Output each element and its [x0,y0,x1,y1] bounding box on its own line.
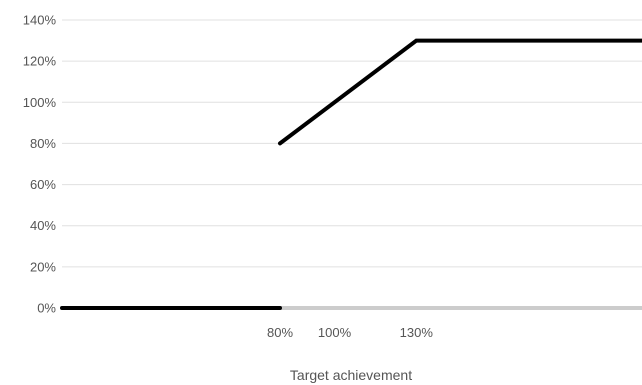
x-tick-label: 100% [318,325,352,340]
y-tick-label: 140% [23,13,57,28]
y-tick-label: 20% [30,259,56,274]
y-tick-label: 60% [30,177,56,192]
x-tick-label: 130% [400,325,434,340]
y-tick-labels: 0% 20% 40% 60% 80% 100% 120% 140% [23,13,57,316]
y-tick-label: 40% [30,218,56,233]
x-tick-label: 80% [267,325,293,340]
x-axis-title: Target achievement [290,367,412,383]
x-tick-labels: 80% 100% 130% [267,325,433,340]
y-tick-label: 0% [37,301,56,316]
payout-series [60,38,642,310]
y-tick-label: 120% [23,54,57,69]
y-tick-label: 100% [23,95,57,110]
series-line-segment [278,38,642,146]
y-tick-label: 80% [30,136,56,151]
gridlines [62,19,642,268]
